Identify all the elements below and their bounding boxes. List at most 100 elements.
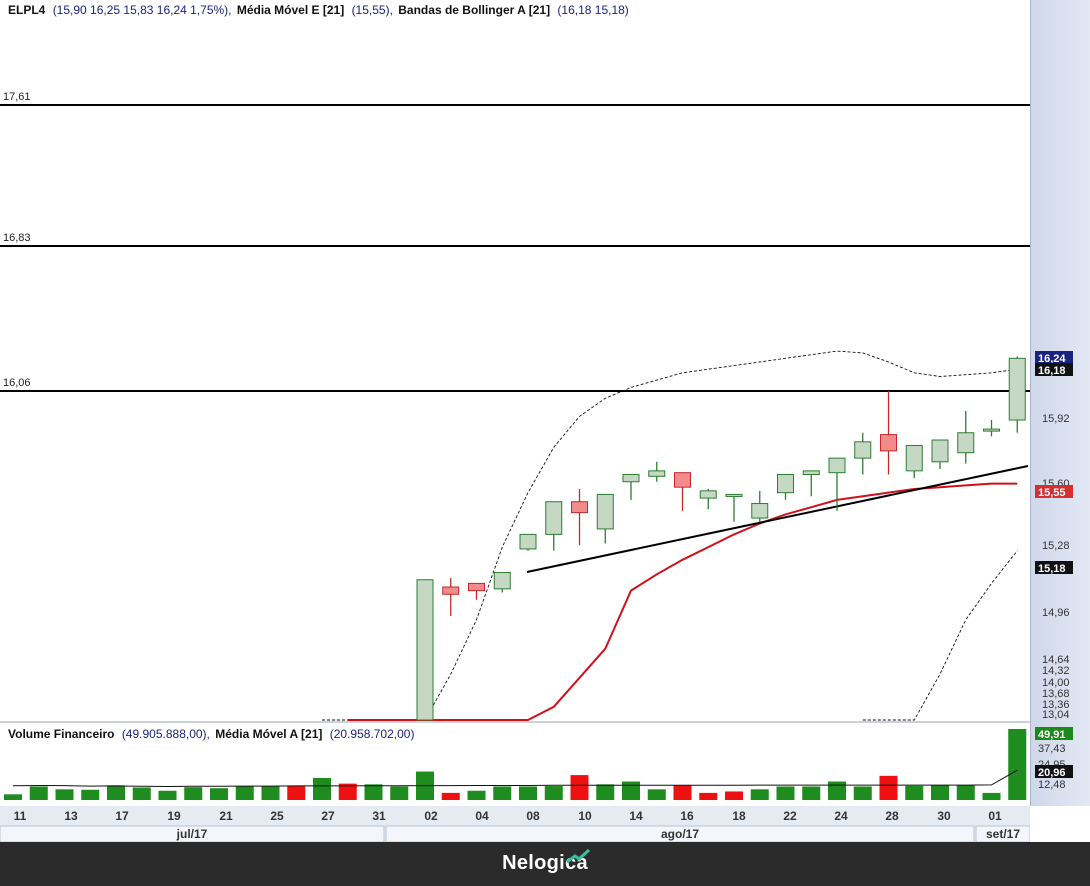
bb-label: Bandas de Bollinger A [21] bbox=[398, 3, 550, 17]
price-tick-label: 14,32 bbox=[1042, 665, 1070, 677]
ema-label: Média Móvel E [21] bbox=[237, 3, 344, 17]
price-badge-label: 15,18 bbox=[1038, 563, 1066, 575]
volume-bar bbox=[184, 787, 203, 800]
candle-body bbox=[905, 444, 923, 472]
date-tick-label: 10 bbox=[578, 809, 592, 823]
date-tick-label: 27 bbox=[321, 809, 335, 823]
volume-label: Volume Financeiro bbox=[8, 727, 114, 741]
month-label: ago/17 bbox=[661, 827, 699, 841]
volume-bar bbox=[210, 788, 228, 800]
price-axis[interactable] bbox=[1030, 0, 1090, 806]
ohlc-values: (15,90 16,25 15,83 16,24 1,75%), bbox=[53, 3, 232, 17]
price-tick-label: 13,04 bbox=[1042, 709, 1070, 721]
price-legend: ELPL4 (15,90 16,25 15,83 16,24 1,75%), M… bbox=[8, 3, 629, 17]
date-axis[interactable]: 11 13 17 19 21 25 27 31 02 04 08 10 14 16 18 22 24 28 30 01… bbox=[0, 806, 1031, 843]
price-tick-label: 15,28 bbox=[1042, 540, 1070, 552]
date-tick-label: 01 bbox=[988, 809, 1002, 823]
volume-bar bbox=[699, 792, 718, 800]
candle-body bbox=[1008, 357, 1026, 421]
candle-body bbox=[468, 582, 485, 592]
ema-21-line bbox=[347, 482, 1018, 721]
volume-bar bbox=[390, 786, 409, 800]
volume-bar bbox=[107, 785, 125, 800]
volume-tick-label: 12,48 bbox=[1038, 779, 1066, 791]
volume-ma-path bbox=[12, 769, 1018, 788]
footer: Nelogica bbox=[0, 842, 1090, 886]
price-tick-label: 14,96 bbox=[1042, 607, 1070, 619]
svg-text:Volume Financeiro (49.: Volume Financeiro (49.905.888,00), Média… bbox=[8, 727, 414, 741]
bollinger-lower-path bbox=[862, 550, 1018, 721]
price-badge-label: 16,24 bbox=[1038, 353, 1066, 365]
date-tick-label: 18 bbox=[732, 809, 746, 823]
volume-bar bbox=[29, 786, 48, 800]
candle-body bbox=[519, 533, 537, 550]
volume-bars[interactable] bbox=[4, 729, 1027, 800]
volume-bar bbox=[81, 789, 100, 800]
volume-bar bbox=[493, 786, 512, 800]
volume-bar bbox=[750, 789, 769, 800]
brand-logo-text: Nelogica bbox=[502, 852, 588, 874]
price-badge-label: 15,55 bbox=[1038, 487, 1066, 499]
date-tick-label: 30 bbox=[937, 809, 951, 823]
volume-legend: Volume Financeiro (49.905.888,00), Média… bbox=[8, 727, 414, 741]
candle-body bbox=[545, 501, 563, 535]
chart-canvas[interactable]: ELPL4 (15,90 16,25 15,83 16,24 1,75%), M… bbox=[0, 0, 1090, 806]
level-label: 16,06 bbox=[3, 377, 31, 389]
brand-logo-icon bbox=[566, 848, 591, 864]
date-tick-label: 24 bbox=[834, 809, 848, 823]
volume-bar bbox=[647, 789, 666, 800]
month-label: set/17 bbox=[986, 827, 1020, 841]
candle-body bbox=[957, 432, 975, 454]
candle-body bbox=[931, 439, 949, 463]
bollinger-upper-band bbox=[322, 350, 1018, 721]
volume-bar bbox=[725, 791, 743, 800]
price-tick-label: 13,36 bbox=[1042, 699, 1070, 711]
price-axis-ticks: 15,9215,6015,2814,9614,6414,3214,0013,68… bbox=[1042, 413, 1070, 721]
volume-bar bbox=[132, 787, 151, 800]
price-badge bbox=[1035, 485, 1073, 498]
candle-body bbox=[699, 490, 717, 499]
candle-body bbox=[983, 428, 1000, 432]
candle-body bbox=[622, 473, 640, 483]
candle-body bbox=[777, 473, 794, 494]
trendline[interactable] bbox=[526, 465, 1029, 573]
volume-bar bbox=[828, 781, 846, 800]
price-badge bbox=[1035, 561, 1073, 574]
volume-bar bbox=[158, 790, 177, 800]
price-badge bbox=[1035, 351, 1073, 364]
ema-path bbox=[347, 482, 1018, 721]
volume-bar bbox=[519, 786, 537, 800]
volume-bar bbox=[879, 775, 898, 800]
volume-bar bbox=[313, 777, 331, 800]
volume-bar bbox=[905, 785, 924, 800]
date-tick-label: 11 bbox=[14, 809, 27, 823]
volume-bar bbox=[673, 785, 692, 800]
bollinger-upper-path bbox=[322, 350, 1018, 721]
date-tick-label: 19 bbox=[167, 809, 181, 823]
volume-bar bbox=[55, 789, 74, 800]
candle-body bbox=[854, 441, 872, 459]
volume-bar bbox=[570, 775, 589, 800]
month-label: jul/17 bbox=[176, 827, 208, 841]
date-tick-label: 02 bbox=[424, 809, 438, 823]
date-axis-canvas: 11 13 17 19 21 25 27 31 02 04 08 10 14 16 18 22 24 28 30 01… bbox=[0, 809, 1031, 843]
ema-value: (15,55), bbox=[352, 3, 393, 17]
level-label: 17,61 bbox=[3, 91, 31, 103]
date-tick-label: 04 bbox=[475, 809, 489, 823]
trendline-path bbox=[526, 465, 1029, 573]
svg-text:ELPL4 (15,90 16,25 1: ELPL4 (15,90 16,25 15,83 16,24 1,75%), M… bbox=[8, 3, 629, 17]
candle-body bbox=[493, 572, 511, 590]
volume-bar bbox=[364, 784, 383, 800]
volume-badge-label: 20,96 bbox=[1038, 767, 1066, 779]
volume-bar bbox=[956, 785, 975, 800]
date-tick-label: 08 bbox=[526, 809, 540, 823]
candle-body bbox=[571, 501, 588, 514]
candle-body bbox=[674, 472, 691, 488]
volume-bar bbox=[802, 786, 821, 800]
volume-value: (49.905.888,00), bbox=[122, 727, 210, 741]
candles[interactable] bbox=[416, 356, 1026, 721]
ticker-label: ELPL4 bbox=[8, 3, 46, 17]
date-tick-label: 21 bbox=[219, 809, 233, 823]
